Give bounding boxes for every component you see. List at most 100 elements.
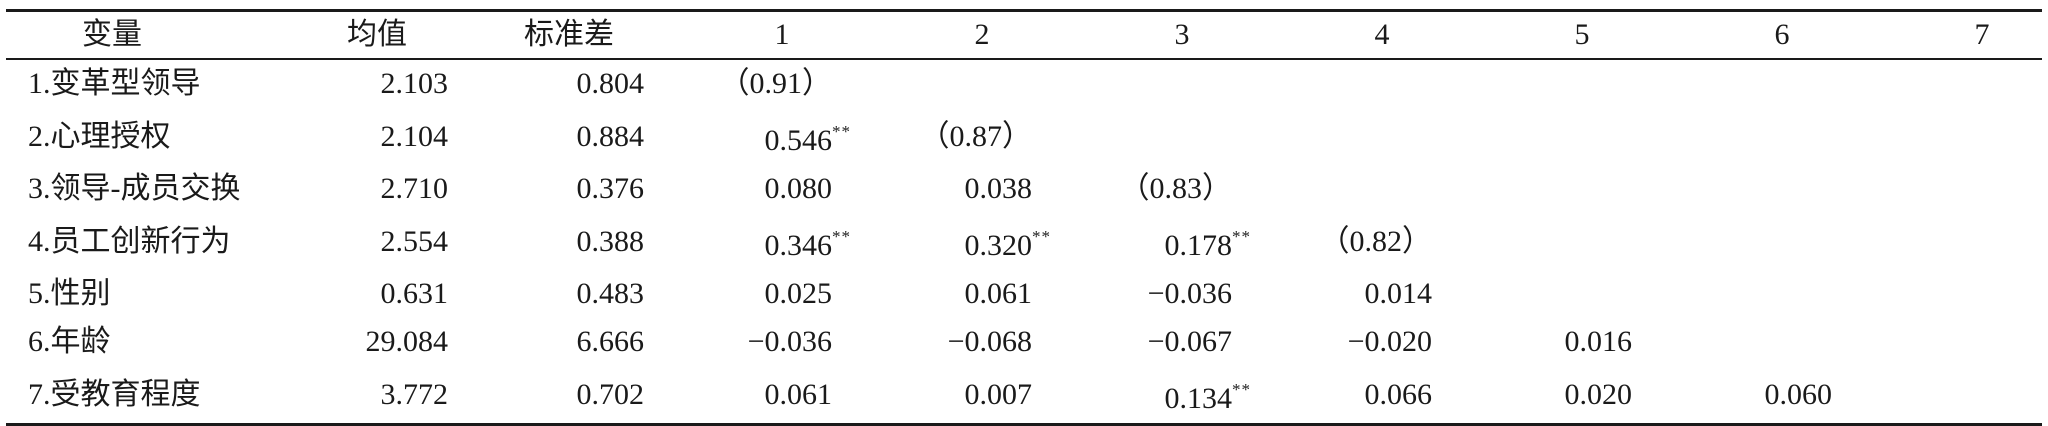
mean-value: 29.084	[365, 325, 449, 358]
sd-value: 0.804	[576, 67, 645, 100]
mean-value: 2.103	[380, 67, 449, 100]
mean-value: 2.104	[380, 119, 449, 153]
significance-marker: **	[832, 122, 851, 141]
sd-value: 6.666	[576, 325, 645, 358]
mean-value: 0.631	[380, 277, 449, 310]
header-col-1: 1	[774, 18, 790, 51]
correlation-cell: −0.068	[862, 318, 1062, 366]
table-row: 6.年龄 29.084 6.666 −0.036 −0.068 −0.067 −0.020 0…	[6, 318, 2042, 366]
correlation-cell	[1862, 108, 2042, 165]
correlation-cell	[1662, 165, 1862, 213]
correlation-cell: −0.036	[1062, 270, 1262, 318]
header-col-7: 7	[1974, 18, 1990, 51]
correlation-cell: 0.007	[862, 366, 1062, 423]
correlation-value: 0.038	[964, 172, 1033, 205]
correlation-cell	[1262, 108, 1462, 165]
mean-value: 3.772	[380, 377, 449, 411]
header-row: 变量 均值 标准差 1 2 3 4 5 6 7	[6, 12, 2042, 58]
table-row: 5.性别 0.631 0.483 0.025 0.061 −0.036 0.014	[6, 270, 2042, 318]
header-col-4: 4	[1374, 18, 1390, 51]
table-row: 1.变革型领导 2.103 0.804 （0.91）	[6, 60, 2042, 108]
correlation-cell	[1862, 270, 2042, 318]
correlation-value: −0.036	[1147, 277, 1232, 310]
sd-value: 0.388	[576, 224, 645, 258]
header-variable: 变量	[82, 18, 142, 51]
variable-name: 7.受教育程度	[28, 377, 201, 411]
correlation-value: 0.346	[764, 229, 833, 262]
correlation-cell	[1662, 270, 1862, 318]
correlation-value: （0.91）	[719, 67, 833, 100]
correlation-cell: 0.546**	[662, 108, 862, 165]
correlation-cell: 0.134**	[1062, 366, 1262, 423]
correlation-cell	[1862, 165, 2042, 213]
correlation-value: 0.546	[764, 124, 833, 157]
variable-name: 2.心理授权	[28, 119, 171, 153]
correlation-cell: 0.080	[662, 165, 862, 213]
header-col-6: 6	[1774, 18, 1790, 51]
correlation-cell	[1862, 60, 2042, 108]
table-row: 4.员工创新行为 2.554 0.388 0.346** 0.320** 0.178** （…	[6, 213, 2042, 270]
correlation-cell	[862, 60, 1062, 108]
header-col-3: 3	[1174, 18, 1190, 51]
correlation-value: −0.067	[1147, 325, 1232, 358]
correlation-cell: 0.178**	[1062, 213, 1262, 270]
correlation-value: 0.007	[964, 377, 1033, 411]
correlation-cell: −0.020	[1262, 318, 1462, 366]
correlation-value: 0.025	[764, 277, 833, 310]
correlation-cell: 0.061	[862, 270, 1062, 318]
header-sd: 标准差	[524, 18, 614, 51]
correlation-cell	[1462, 165, 1662, 213]
correlation-value: 0.178	[1164, 229, 1233, 262]
correlation-cell: （0.83）	[1062, 165, 1262, 213]
correlation-value: （0.83）	[1119, 172, 1233, 205]
correlation-value: 0.020	[1564, 377, 1633, 411]
correlation-cell: 0.060	[1662, 366, 1862, 423]
header-mean: 均值	[347, 18, 407, 51]
correlation-cell: 0.020	[1462, 366, 1662, 423]
top-rule	[6, 9, 2042, 12]
correlation-value: 0.016	[1564, 325, 1633, 358]
header-col-5: 5	[1574, 18, 1590, 51]
correlation-cell	[1462, 270, 1662, 318]
correlation-cell	[1462, 60, 1662, 108]
sd-value: 0.884	[576, 119, 645, 153]
correlation-value: 0.061	[964, 277, 1033, 310]
correlation-cell: 0.061	[662, 366, 862, 423]
significance-marker: **	[1032, 227, 1051, 246]
header-col-2: 2	[974, 18, 990, 51]
correlation-cell	[1662, 318, 1862, 366]
variable-name: 3.领导-成员交换	[28, 172, 241, 205]
correlation-cell	[1662, 108, 1862, 165]
correlation-cell: 0.025	[662, 270, 862, 318]
correlation-value: 0.061	[764, 377, 833, 411]
variable-name: 1.变革型领导	[28, 67, 201, 100]
variable-name: 4.员工创新行为	[28, 224, 231, 258]
correlation-value: （0.82）	[1319, 224, 1433, 258]
correlation-cell	[1862, 318, 2042, 366]
table-row: 7.受教育程度 3.772 0.702 0.061 0.007 0.134** 0.066 0…	[6, 366, 2042, 423]
correlation-cell	[1462, 213, 1662, 270]
correlation-cell: 0.346**	[662, 213, 862, 270]
correlation-value: 0.320	[964, 229, 1033, 262]
correlation-cell: （0.87）	[862, 108, 1062, 165]
table-body: 变量 均值 标准差 1 2 3 4 5 6 7 1.变革型领导 2.103 0.80…	[6, 12, 2042, 423]
mean-value: 2.710	[380, 172, 449, 205]
correlation-cell	[1262, 165, 1462, 213]
correlation-cell	[1262, 60, 1462, 108]
correlation-cell	[1062, 60, 1262, 108]
correlation-value: （0.87）	[919, 119, 1033, 153]
significance-marker: **	[1232, 227, 1251, 246]
significance-marker: **	[832, 227, 851, 246]
table-row: 2.心理授权 2.104 0.884 0.546** （0.87）	[6, 108, 2042, 165]
table-row: 3.领导-成员交换 2.710 0.376 0.080 0.038 （0.83）	[6, 165, 2042, 213]
table-rows: 1.变革型领导 2.103 0.804 （0.91） 2.心理授权 2.104 0.884 0…	[6, 60, 2042, 423]
correlation-value: 0.060	[1764, 377, 1833, 411]
mean-value: 2.554	[380, 224, 449, 258]
correlation-value: −0.036	[747, 325, 832, 358]
correlation-cell: 0.016	[1462, 318, 1662, 366]
correlation-cell: −0.067	[1062, 318, 1262, 366]
variable-name: 5.性别	[28, 277, 111, 310]
correlation-cell	[1062, 108, 1262, 165]
sd-value: 0.702	[576, 377, 645, 411]
correlation-cell	[1462, 108, 1662, 165]
